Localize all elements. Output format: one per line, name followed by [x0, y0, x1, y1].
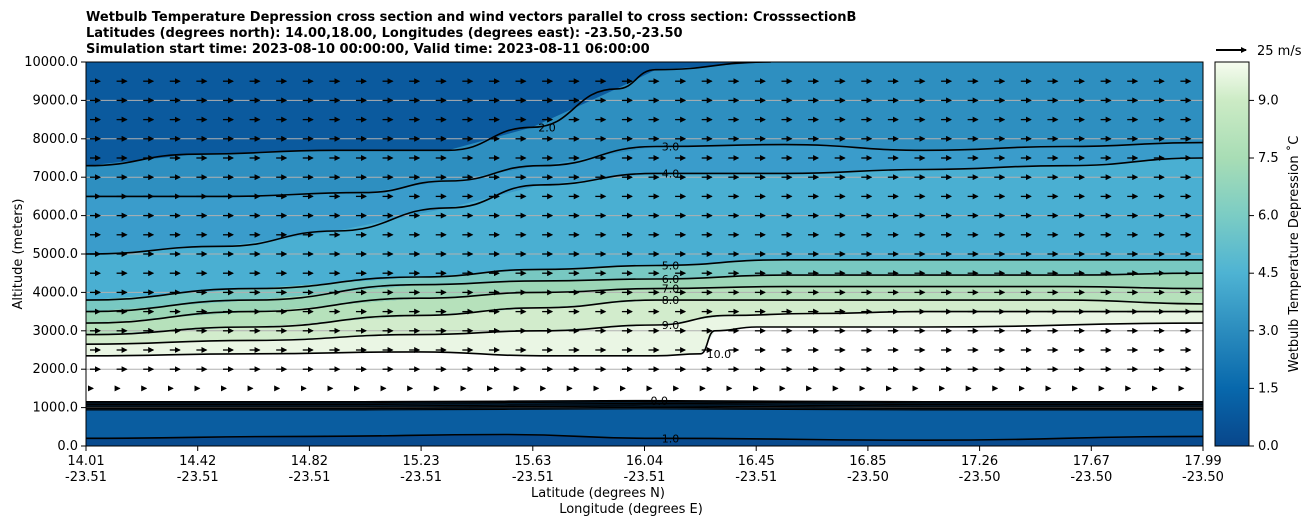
x-tick-label-latitude: 14.01: [67, 454, 104, 469]
chart-title-line-2: Latitudes (degrees north): 14.00,18.00, …: [86, 26, 683, 41]
fill-region-6-7: [86, 273, 1203, 324]
x-tick-label-latitude: 14.42: [179, 454, 216, 469]
y-tick-label: 1000.0: [33, 401, 79, 416]
x-tick-label-latitude: 16.85: [849, 454, 886, 469]
x-tick-label-longitude: -23.51: [288, 470, 330, 485]
quiver-key-label: 25 m/s: [1257, 44, 1302, 59]
y-tick-label: 5000.0: [33, 247, 79, 262]
contour-label-7.0: 7.0: [662, 283, 680, 296]
x-axis-label-latitude: Latitude (degrees N): [531, 486, 665, 501]
y-tick-label: 8000.0: [33, 132, 79, 147]
contour-line-inversion: [86, 402, 1203, 406]
contour-line-8.0: [86, 299, 1203, 336]
contour-line-1.0: [86, 433, 1203, 442]
contour-label-2.0: 2.0: [538, 121, 556, 134]
contour-line-inversion: [86, 404, 1203, 407]
colorbar-tick-label: 9.0: [1258, 93, 1279, 108]
chart-title-line-1: Wetbulb Temperature Depression cross sec…: [86, 10, 856, 25]
x-tick-label-longitude: -23.50: [959, 470, 1001, 485]
y-tick-label: 7000.0: [33, 170, 79, 185]
y-tick-label: 9000.0: [33, 93, 79, 108]
contour-label-6.0: 6.0: [662, 273, 680, 286]
y-tick-label: 6000.0: [33, 209, 79, 224]
y-tick-label: 4000.0: [33, 285, 79, 300]
wind-vectors: [88, 78, 1192, 392]
contour-line-inversion: [86, 401, 1203, 404]
x-tick-label-longitude: -23.51: [735, 470, 777, 485]
contour-line-3.0: [86, 141, 1203, 198]
contour-label-10.0: 10.0: [707, 348, 732, 361]
x-tick-label-longitude: -23.50: [1070, 470, 1112, 485]
x-tick-label-latitude: 16.04: [626, 454, 663, 469]
y-tick-label: 2000.0: [33, 362, 79, 377]
quiver-key: 25 m/s: [1216, 44, 1302, 59]
fill-region-9-10: [86, 311, 1203, 356]
colorbar-tick-label: 1.5: [1258, 381, 1279, 396]
x-tick-label-latitude: 15.63: [514, 454, 551, 469]
contour-line-2.0: [86, 62, 771, 167]
contour-label-9.0: 9.0: [662, 319, 680, 332]
colorbar-ticks: 0.0 1.5 3.0 4.5 6.0 7.5 9.0: [1249, 93, 1279, 454]
contour-line-6.0: [86, 272, 1203, 313]
contour-label-5.0: 5.0: [662, 260, 680, 273]
contour-label-3.0: 3.0: [662, 140, 680, 153]
contour-line-5.0: [86, 258, 1203, 301]
colorbar-tick-label: 3.0: [1258, 324, 1279, 339]
contour-label-0.0: 0.0: [651, 395, 669, 408]
fill-region-surface: [86, 434, 1203, 446]
fill-region-above-10: [86, 323, 1203, 402]
colorbar-tick-label: 0.0: [1258, 439, 1279, 454]
chart-title-line-3: Simulation start time: 2023-08-10 00:00:…: [86, 42, 650, 57]
contour-lines: [86, 62, 1203, 442]
y-axis-ticks: 0.0 1000.0 2000.0 3000.0 4000.0 5000.0 6000.0 7…: [24, 55, 86, 454]
x-axis-ticks: 14.01-23.5114.42-23.5114.82-23.5115.23-2…: [65, 446, 1224, 485]
contour-line-0.0: [86, 399, 1203, 403]
y-tick-label: 0.0: [57, 439, 78, 454]
contour-label-1.0: 1.0: [662, 432, 680, 445]
colorbar-tick-label: 6.0: [1258, 209, 1279, 224]
colorbar-label: Wetbulb Temperature Depression ˚C: [1286, 136, 1302, 373]
colorbar: 0.0 1.5 3.0 4.5 6.0 7.5 9.0 Wetbulb Temperatur…: [1214, 61, 1302, 454]
x-axis-label-longitude: Longitude (degrees E): [559, 502, 703, 517]
x-tick-label-latitude: 14.82: [291, 454, 328, 469]
fill-region-boundary-layer: [86, 400, 1203, 446]
x-tick-label-latitude: 15.23: [402, 454, 439, 469]
x-tick-label-longitude: -23.51: [177, 470, 219, 485]
contour-line-10.0: [86, 322, 1203, 357]
colorbar-tick-label: 4.5: [1258, 266, 1279, 281]
contour-line-inversion: [86, 406, 1203, 410]
y-tick-label: 3000.0: [33, 324, 79, 339]
fill-region-7-8: [86, 286, 1203, 335]
y-tick-label: 10000.0: [24, 55, 78, 70]
colorbar-gradient: [1214, 61, 1250, 447]
contour-label-8.0: 8.0: [662, 294, 680, 307]
x-tick-label-longitude: -23.50: [1182, 470, 1224, 485]
colorbar-tick-label: 7.5: [1258, 151, 1279, 166]
contour-line-4.0: [86, 157, 1203, 255]
x-tick-label-latitude: 17.26: [961, 454, 998, 469]
filled-contour-field: [86, 62, 1203, 446]
x-tick-label-longitude: -23.51: [400, 470, 442, 485]
x-tick-label-latitude: 16.45: [738, 454, 775, 469]
y-axis-label: Altitude (meters): [11, 199, 26, 310]
contour-line-inversion: [86, 405, 1203, 408]
contour-labels: 0.0 1.0 2.0 3.0 4.0 5.06.07.08.0 9.0 10.0: [538, 121, 731, 445]
contour-label-4.0: 4.0: [662, 167, 680, 180]
x-tick-label-longitude: -23.50: [847, 470, 889, 485]
x-tick-label-longitude: -23.51: [624, 470, 666, 485]
x-tick-label-latitude: 17.99: [1184, 454, 1221, 469]
x-tick-label-latitude: 17.67: [1073, 454, 1110, 469]
x-tick-label-longitude: -23.51: [65, 470, 107, 485]
x-tick-label-longitude: -23.51: [512, 470, 554, 485]
contour-line-inversion: [86, 408, 1203, 411]
